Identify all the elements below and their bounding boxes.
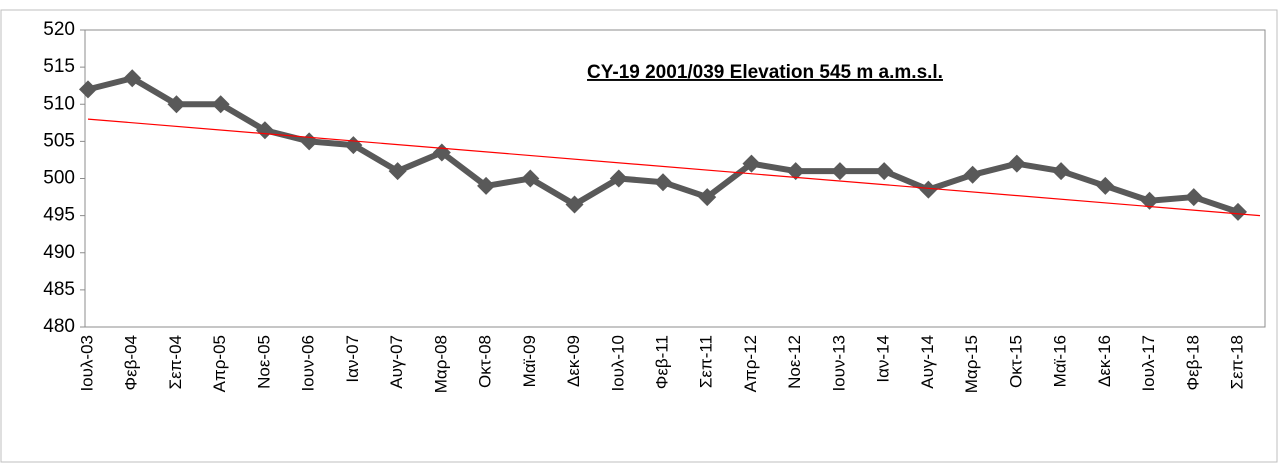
y-tick-label: 500 bbox=[43, 168, 75, 189]
data-point bbox=[919, 180, 938, 199]
x-tick-label: Μαϊ-09 bbox=[520, 335, 539, 387]
x-tick-label: Μαρ-08 bbox=[431, 335, 450, 393]
data-point bbox=[79, 80, 97, 99]
data-point bbox=[388, 162, 407, 181]
x-tick-label: Φεβ-04 bbox=[122, 335, 141, 391]
data-point bbox=[565, 195, 584, 214]
x-tick-label: Αυγ-07 bbox=[387, 335, 406, 389]
x-tick-label: Σεπ-11 bbox=[697, 335, 716, 388]
x-tick-label: Νοε-05 bbox=[254, 335, 273, 389]
x-tick-label: Μαϊ-16 bbox=[1051, 335, 1070, 387]
x-tick-label: Ιαν-07 bbox=[343, 335, 362, 383]
y-tick-label: 490 bbox=[43, 242, 75, 263]
data-point bbox=[786, 162, 805, 181]
data-point bbox=[521, 169, 540, 188]
trend-line bbox=[87, 118, 1261, 217]
data-point bbox=[1052, 162, 1071, 181]
y-tick-label: 485 bbox=[43, 279, 75, 300]
x-tick-label: Ιουν-13 bbox=[829, 335, 848, 392]
data-point bbox=[1140, 191, 1159, 210]
data-point bbox=[742, 154, 761, 173]
x-tick-label: Ιουλ-03 bbox=[77, 335, 96, 392]
data-point bbox=[1229, 202, 1247, 221]
data-point bbox=[167, 95, 186, 114]
y-tick-label: 495 bbox=[43, 205, 75, 226]
data-point bbox=[1007, 154, 1026, 173]
data-point bbox=[830, 162, 849, 181]
data-point bbox=[477, 176, 496, 195]
x-tick-label: Μαρ-15 bbox=[962, 335, 981, 393]
x-tick-label: Απρ-12 bbox=[741, 335, 760, 392]
data-point bbox=[1096, 176, 1115, 195]
x-tick-label: Νοε-12 bbox=[785, 335, 804, 389]
y-tick-label: 505 bbox=[43, 130, 75, 151]
x-tick-label: Αυγ-14 bbox=[918, 335, 937, 389]
data-point bbox=[963, 165, 982, 184]
x-tick-label: Φεβ-18 bbox=[1183, 335, 1202, 391]
y-tick-label: 480 bbox=[43, 316, 75, 337]
x-tick-label: Σεπ-18 bbox=[1227, 335, 1246, 389]
x-tick-label: Οκτ-08 bbox=[476, 335, 495, 388]
x-tick-label: Ιαν-14 bbox=[874, 335, 893, 383]
y-tick-label: 510 bbox=[43, 93, 75, 114]
x-tick-label: Δεκ-16 bbox=[1095, 335, 1114, 387]
x-tick-label: Φεβ-11 bbox=[652, 335, 671, 389]
data-point bbox=[654, 173, 672, 192]
data-point bbox=[875, 162, 894, 181]
x-tick-label: Σεπ-04 bbox=[166, 335, 185, 389]
y-tick-label: 515 bbox=[43, 56, 75, 77]
x-tick-label: Ιουλ-10 bbox=[608, 335, 627, 392]
x-tick-label: Απρ-05 bbox=[210, 335, 229, 392]
data-point bbox=[609, 169, 628, 188]
x-tick-label: Ιουλ-17 bbox=[1139, 335, 1158, 392]
data-point bbox=[698, 188, 717, 207]
x-tick-label: Δεκ-09 bbox=[564, 335, 583, 387]
x-tick-label: Οκτ-15 bbox=[1006, 335, 1025, 388]
data-point bbox=[211, 95, 230, 114]
y-tick-label: 520 bbox=[43, 19, 75, 40]
data-point bbox=[255, 121, 274, 140]
x-tick-label: Ιουν-06 bbox=[299, 335, 318, 392]
data-point bbox=[1184, 188, 1203, 207]
chart-title: CY-19 2001/039 Elevation 545 m a.m.s.l. bbox=[587, 62, 943, 83]
outer-frame bbox=[0, 9, 1278, 463]
data-point bbox=[123, 69, 142, 88]
